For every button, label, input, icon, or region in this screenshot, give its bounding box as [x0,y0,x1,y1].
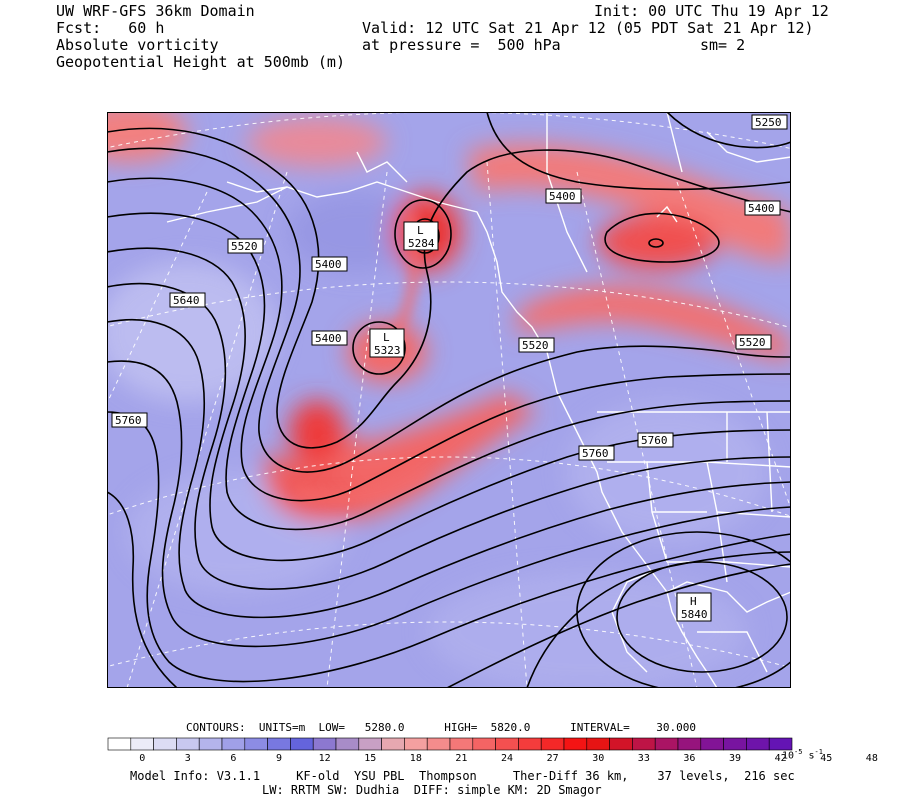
colorbar-swatch [768,737,793,751]
colorbar-units: 10-5 s-1 [782,748,823,762]
pressure-centers: L 5284 L 5323 H 5840 [369,221,712,622]
contour-label: 5400 [311,256,348,272]
smoothing: sm= 2 [700,36,746,54]
colorbar-tick-label: 30 [592,753,605,764]
colorbar-swatch [632,737,656,751]
colorbar-swatch [609,737,633,751]
colorbar-swatch [312,737,337,751]
contour-label: 5400 [545,188,582,204]
contour-label: 5640 [169,292,206,308]
colorbar [107,737,793,751]
contour-label: 5400 [744,200,781,216]
svg-text:5400: 5400 [315,258,342,271]
contour-label: 5400 [311,330,348,346]
vorticity-shading [107,112,791,688]
contour-label: 5250 [751,114,788,130]
colorbar-swatch [746,737,770,751]
colorbar-swatch [472,737,496,751]
colorbar-tick-label: 6 [230,753,237,764]
model-info: Model Info: V3.1.1 KF-old YSU PBL Thomps… [130,769,795,783]
high-center: H 5840 [676,592,712,622]
colorbar-swatch [540,737,565,751]
contour-label: 5520 [227,238,264,254]
map-title: UW WRF-GFS 36km Domain [56,2,255,20]
svg-text:5520: 5520 [522,339,549,352]
colorbar-swatch [677,737,702,751]
colorbar-tick-label: 15 [364,753,377,764]
pressure-level: at pressure = 500 hPa [362,36,561,54]
colorbar-tick-label: 45 [820,753,833,764]
colorbar-swatch [495,737,519,751]
colorbar-swatch [130,737,154,751]
svg-text:5284: 5284 [408,237,435,250]
contour-label: 5520 [518,337,555,353]
colorbar-swatch [244,737,268,751]
colorbar-swatch [426,737,451,751]
colorbar-swatch [221,737,246,751]
colorbar-swatch [176,737,200,751]
colorbar-tick-label: 9 [276,753,283,764]
field-name-vorticity: Absolute vorticity [56,36,219,54]
svg-text:L: L [383,331,390,344]
colorbar-swatch [404,737,428,751]
svg-text:L: L [417,224,424,237]
contour-label: 5760 [578,445,615,461]
colorbar-swatch [290,737,314,751]
init-time: Init: 00 UTC Thu 19 Apr 12 [594,2,829,20]
svg-text:5760: 5760 [641,434,668,447]
svg-text:5520: 5520 [739,336,766,349]
model-info-physics: LW: RRTM SW: Dudhia DIFF: simple KM: 2D … [262,783,602,797]
contour-info: CONTOURS: UNITS=m LOW= 5280.0 HIGH= 5820… [186,721,696,734]
contour-label: 5760 [637,432,674,448]
contour-labels: 5250 5400 5400 5520 5400 5640 5400 5520 … [111,114,788,461]
field-name-height: Geopotential Height at 500mb (m) [56,53,345,71]
colorbar-tick-label: 24 [501,753,514,764]
svg-text:5400: 5400 [315,332,342,345]
colorbar-tick-label: 0 [139,753,146,764]
colorbar-tick-label: 12 [318,753,331,764]
svg-text:5640: 5640 [173,294,200,307]
forecast-hour: Fcst: 60 h [56,19,165,37]
colorbar-tick-label: 36 [683,753,696,764]
colorbar-swatch [358,737,382,751]
colorbar-swatch [335,737,360,751]
map-frame [107,112,791,688]
colorbar-swatch [381,737,405,751]
colorbar-swatch [700,737,724,751]
colorbar-tick-label: 18 [409,753,422,764]
colorbar-swatch [198,737,223,751]
svg-text:5323: 5323 [374,344,401,357]
colorbar-swatch [267,737,291,751]
colorbar-swatch [586,737,610,751]
colorbar-swatch [153,737,177,751]
colorbar-swatch [654,737,679,751]
svg-text:5760: 5760 [115,414,142,427]
contour-label: 5760 [111,412,148,428]
colorbar-tick-label: 3 [184,753,191,764]
svg-text:5840: 5840 [681,608,708,621]
svg-text:5400: 5400 [748,202,775,215]
colorbar-swatch [449,737,474,751]
svg-text:5520: 5520 [231,240,258,253]
valid-time: Valid: 12 UTC Sat 21 Apr 12 (05 PDT Sat … [362,19,814,37]
colorbar-swatch [107,737,132,751]
colorbar-tick-label: 21 [455,753,468,764]
colorbar-tick-label: 42 [774,753,787,764]
contour-label: 5520 [735,334,772,350]
svg-text:H: H [690,595,697,608]
colorbar-tick-label: 39 [729,753,742,764]
colorbar-tick-label: 33 [637,753,650,764]
low-center: L 5323 [369,328,405,358]
colorbar-tick-label: 48 [865,753,878,764]
colorbar-tick-label: 27 [546,753,559,764]
colorbar-swatch [518,737,542,751]
colorbar-swatch [563,737,588,751]
vorticity-map: 5250 5400 5400 5520 5400 5640 5400 5520 … [107,112,791,688]
svg-text:5400: 5400 [549,190,576,203]
svg-text:5760: 5760 [582,447,609,460]
colorbar-swatch [723,737,747,751]
low-center: L 5284 [403,221,439,251]
svg-text:5250: 5250 [755,116,782,129]
